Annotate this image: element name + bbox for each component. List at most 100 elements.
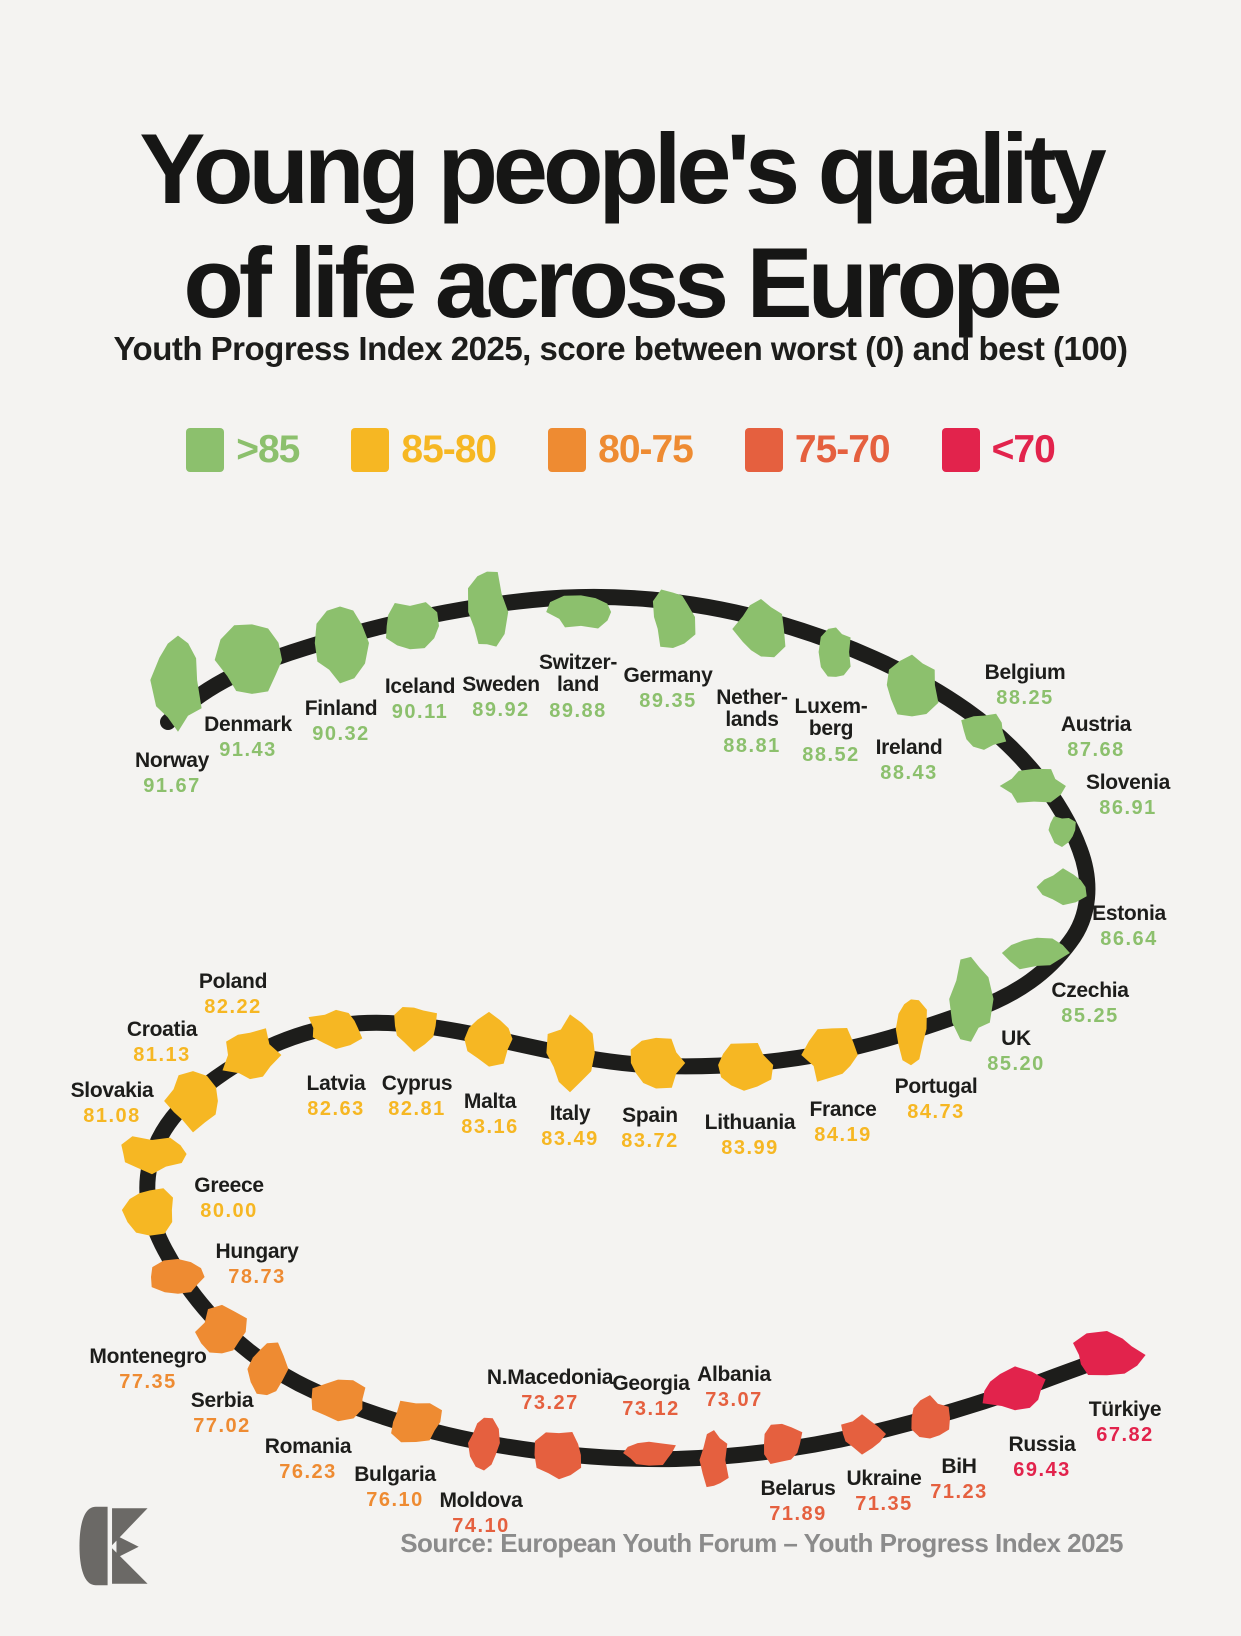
country-score: 83.72: [621, 1130, 679, 1153]
country-score: 84.19: [814, 1124, 872, 1147]
country-shape-ireland: [886, 654, 939, 717]
page-subtitle: Youth Progress Index 2025, score between…: [113, 330, 1128, 367]
country-label-latvia: Latvia 82.63: [307, 1072, 366, 1121]
country-name: Estonia: [1092, 902, 1166, 925]
country-shape-greece: [121, 1188, 173, 1236]
country-score: 73.27: [521, 1392, 579, 1415]
country-name: Italy: [549, 1102, 591, 1125]
country-name: Russia: [1008, 1433, 1076, 1456]
country-label-montenegro: Montenegro 77.35: [89, 1345, 207, 1394]
legend-swatch-green: [186, 428, 225, 472]
country-shape-norway: [150, 635, 202, 732]
country-name: N.Macedonia: [486, 1366, 614, 1389]
country-shape-belgium: [961, 713, 1007, 750]
country-score: 90.32: [312, 723, 370, 746]
country-shape-serbia: [247, 1342, 289, 1396]
european-youth-forum-logo: [79, 1506, 148, 1586]
country-score: 90.11: [391, 701, 449, 724]
country-score: 83.16: [461, 1116, 519, 1139]
country-shape-cyprus: [394, 1007, 437, 1052]
country-score: 88.25: [996, 687, 1054, 710]
country-name: Cyprus: [381, 1072, 453, 1095]
legend-label: <70: [991, 428, 1056, 471]
country-name: France: [809, 1098, 877, 1121]
country-name: Germany: [623, 664, 713, 687]
country-label-austria: Austria 87.68: [1061, 713, 1132, 762]
country-shape-netherlands: [732, 599, 786, 658]
country-score: 85.25: [1061, 1005, 1119, 1028]
country-score: 91.43: [219, 739, 277, 762]
country-shape-ukraine: [841, 1414, 886, 1455]
country-shape-sweden: [468, 571, 509, 647]
country-score: 83.49: [541, 1128, 599, 1151]
country-score: 82.81: [388, 1098, 446, 1121]
country-label-denmark: Denmark 91.43: [204, 713, 292, 762]
country-name: Iceland: [384, 675, 456, 698]
country-label-czechia: Czechia 85.25: [1051, 979, 1129, 1028]
country-name: Albania: [697, 1363, 771, 1386]
country-shape-portugal: [895, 999, 927, 1066]
country-label-switzerland: Switzer- land 89.88: [539, 651, 617, 723]
country-name: Luxem- berg: [794, 695, 868, 741]
source-credit: Source: European Youth Forum – Youth Pro…: [400, 1528, 1123, 1558]
country-score: 74.10: [452, 1515, 510, 1538]
legend-swatch-red-orange: [744, 428, 783, 472]
country-shape-spain: [630, 1037, 686, 1089]
country-shape-n-macedonia: [534, 1432, 582, 1480]
legend-item-75-70: 75-70: [744, 428, 891, 472]
country-name: Sweden: [462, 673, 540, 696]
country-score: 82.22: [204, 996, 262, 1019]
country-shape-slovenia: [1048, 816, 1076, 847]
legend-item-lt70: <70: [941, 428, 1056, 472]
country-score: 91.67: [143, 775, 201, 798]
country-shape-iceland: [386, 602, 439, 650]
country-label-romania: Romania 76.23: [264, 1435, 352, 1484]
country-score: 78.73: [228, 1266, 286, 1289]
legend-label: 80-75: [598, 428, 694, 471]
country-label-germany: Germany 89.35: [623, 664, 713, 713]
country-label-norway: Norway 91.67: [135, 749, 209, 798]
country-name: Ukraine: [846, 1467, 922, 1490]
country-name: Ireland: [875, 736, 943, 759]
country-label-russia: Russia 69.43: [1008, 1433, 1076, 1482]
country-name: Slovenia: [1086, 771, 1170, 794]
country-shape-estonia: [1036, 868, 1087, 906]
country-name: Romania: [264, 1435, 352, 1458]
country-score: 87.68: [1067, 739, 1125, 762]
country-score: 89.35: [639, 690, 697, 713]
country-name: Portugal: [894, 1075, 978, 1098]
country-score: 83.99: [721, 1137, 779, 1160]
country-label-t-rkiye: Türkiye 67.82: [1089, 1398, 1162, 1447]
country-shape-denmark: [214, 624, 283, 694]
country-label-spain: Spain 83.72: [621, 1104, 679, 1153]
country-score: 82.63: [307, 1098, 365, 1121]
country-label-greece: Greece 80.00: [194, 1174, 264, 1223]
country-score: 71.89: [769, 1503, 827, 1526]
country-score: 88.52: [802, 743, 860, 766]
country-label-albania: Albania 73.07: [697, 1363, 771, 1412]
country-shape-czechia: [1001, 937, 1070, 970]
country-label-georgia: Georgia 73.12: [612, 1372, 690, 1421]
country-shape-bulgaria: [391, 1400, 442, 1443]
country-shape-lithuania: [718, 1043, 774, 1091]
country-shape-moldova: [468, 1417, 500, 1471]
country-label-finland: Finland 90.32: [305, 697, 378, 746]
country-shape-montenegro: [195, 1304, 247, 1354]
score-legend: >85 85-80 80-75 75-70 <70: [0, 428, 1241, 472]
legend-label: 75-70: [794, 428, 891, 471]
country-shape-albania: [699, 1430, 729, 1488]
country-score: 89.88: [549, 699, 607, 722]
country-shape-poland: [222, 1028, 282, 1080]
country-shape-france: [801, 1028, 858, 1082]
country-name: Lithuania: [704, 1111, 796, 1134]
legend-swatch-yellow: [351, 428, 390, 472]
country-label-bih: BiH 71.23: [930, 1455, 988, 1504]
country-label-moldova: Moldova 74.10: [439, 1489, 522, 1538]
country-name: Bulgaria: [354, 1463, 436, 1486]
country-shape-romania: [311, 1379, 366, 1422]
country-name: Montenegro: [89, 1345, 207, 1368]
country-label-poland: Poland 82.22: [199, 970, 268, 1019]
country-label-croatia: Croatia 81.13: [127, 1018, 198, 1067]
legend-label: 85-80: [401, 428, 497, 471]
country-name: Hungary: [215, 1240, 299, 1263]
